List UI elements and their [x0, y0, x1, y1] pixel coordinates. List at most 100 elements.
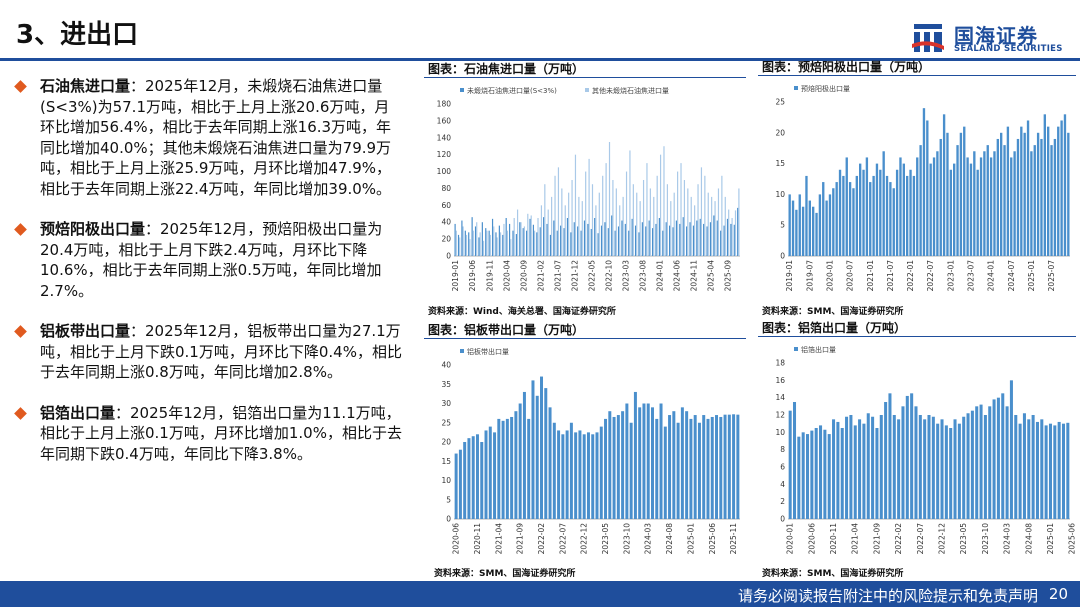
x-tick-label: 2023-07	[966, 260, 975, 292]
bar	[694, 205, 696, 256]
bar	[566, 218, 569, 256]
bar	[710, 416, 714, 519]
bar	[949, 169, 952, 256]
y-tick-label: 10	[441, 476, 451, 485]
bar	[634, 225, 637, 256]
y-tick-label: 25	[441, 418, 451, 427]
x-tick-label: 2024-01	[655, 260, 664, 292]
bar	[1030, 151, 1033, 256]
y-tick-label: 15	[775, 159, 785, 168]
bar	[480, 442, 484, 519]
bar	[689, 418, 693, 519]
bar	[689, 222, 691, 256]
bar	[902, 163, 905, 256]
bar	[810, 430, 814, 519]
y-tick-label: 0	[446, 252, 451, 261]
bar	[736, 414, 740, 519]
logo-text-en: SEALAND SECURITIES	[954, 44, 1063, 54]
bar	[476, 222, 478, 256]
bar	[515, 234, 517, 256]
y-tick-label: 35	[441, 380, 451, 389]
bar	[969, 163, 973, 256]
x-tick-label: 2022-02	[537, 523, 546, 555]
legend-label: 未煅烧石油焦进口量(S<3%)	[467, 86, 557, 95]
bar	[469, 239, 471, 256]
x-tick-label: 2019-07	[805, 260, 814, 292]
bar	[497, 418, 501, 519]
bar	[662, 230, 664, 256]
bar	[849, 415, 853, 519]
bar	[501, 420, 505, 519]
bar	[1013, 151, 1016, 256]
bar	[668, 415, 672, 519]
bar	[489, 234, 491, 256]
bar	[680, 163, 682, 256]
bar	[682, 217, 684, 256]
bar	[615, 188, 617, 256]
bar	[912, 175, 916, 256]
y-tick-label: 120	[437, 150, 452, 159]
bar	[526, 230, 528, 256]
bar	[636, 192, 638, 256]
bar	[986, 145, 989, 256]
bar	[619, 205, 621, 256]
x-tick-label: 2022-10	[604, 260, 613, 292]
bar	[629, 422, 633, 519]
bar	[578, 196, 580, 256]
bar	[983, 415, 987, 519]
bar	[617, 226, 620, 256]
bar	[624, 223, 626, 256]
bar	[556, 230, 558, 256]
bar	[1035, 421, 1039, 519]
bar	[827, 434, 831, 519]
bar	[539, 227, 541, 256]
x-tick-label: 2021-07	[553, 260, 562, 292]
x-tick-label: 2022-12	[938, 523, 947, 555]
x-tick-label: 2023-05	[959, 523, 968, 555]
bar	[547, 209, 549, 256]
bar	[855, 175, 858, 256]
bar	[544, 388, 548, 519]
bar	[845, 157, 848, 256]
bar	[529, 218, 531, 256]
bar	[510, 239, 512, 256]
chart-svg: 未煅烧石油焦进口量(S<3%) 其他未煅烧石油焦进口量 0 20 40 60 80 100 12…	[437, 86, 740, 292]
bar	[973, 151, 976, 256]
bar	[825, 200, 828, 256]
y-tick-label: 2	[780, 497, 785, 506]
bar	[879, 415, 883, 519]
bar	[723, 414, 727, 519]
bar	[919, 145, 922, 256]
bar	[600, 225, 603, 256]
x-tick-label: 2021-07	[886, 260, 895, 292]
bar	[656, 175, 658, 256]
y-tick-label: 5	[446, 495, 451, 504]
bar	[557, 430, 561, 519]
bar	[666, 184, 668, 256]
x-tick-label: 2020-04	[502, 260, 511, 292]
bar	[706, 418, 710, 519]
x-tick-label: 2025-06	[708, 523, 717, 555]
y-tick-label: 10	[775, 190, 785, 199]
bullet-heading: 铝板带出口量	[40, 322, 131, 340]
bar	[548, 407, 552, 519]
bar	[481, 222, 483, 256]
chart-title-anode: 图表：预焙阳极出口量（万吨）	[762, 60, 931, 74]
bar	[1022, 413, 1026, 519]
chart-rule	[758, 336, 1076, 337]
bar	[707, 192, 709, 256]
bar	[862, 169, 865, 256]
bar	[733, 224, 735, 256]
bar	[823, 429, 827, 519]
y-tick-label: 80	[441, 184, 451, 193]
bullet-heading: 铝箔出口量	[40, 403, 116, 422]
bar	[611, 215, 613, 256]
legend-swatch	[585, 88, 589, 92]
bar	[936, 151, 939, 256]
bar	[512, 230, 514, 256]
bullet-text: ：2025年12月，未煅烧石油焦进口量(S<3%)为57.1万吨，相比于上月上涨…	[40, 77, 392, 198]
bar	[872, 175, 875, 256]
x-tick-label: 2024-08	[665, 523, 674, 555]
bar	[458, 449, 462, 519]
bar	[612, 180, 614, 256]
